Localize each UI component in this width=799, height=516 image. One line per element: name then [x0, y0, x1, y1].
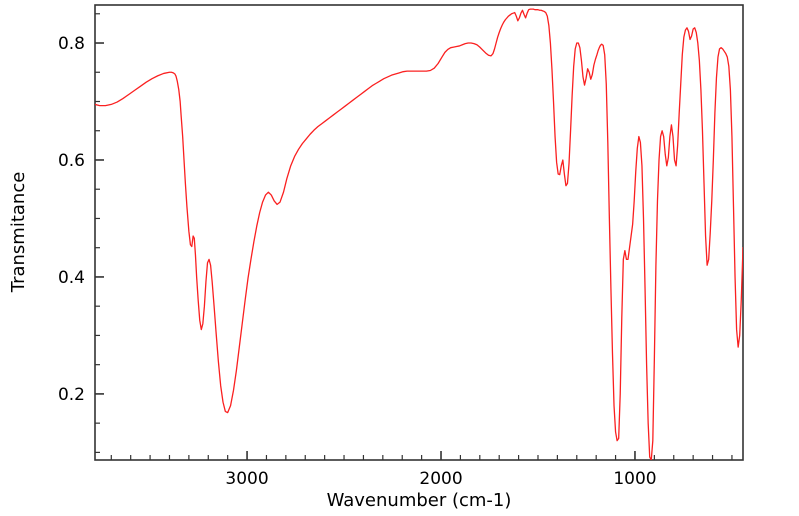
plot-frame	[94, 4, 744, 461]
x-axis-ticks	[110, 451, 733, 460]
x-tick-label: 3000	[225, 469, 268, 489]
y-tick-label: 0.2	[58, 385, 85, 405]
spectrum-line	[95, 8, 743, 460]
x-tick-label: 2000	[419, 469, 462, 489]
y-axis-tick-labels: 0.2 0.4 0.6 0.8	[58, 34, 85, 405]
y-tick-label: 0.4	[58, 268, 85, 288]
data-series-group	[95, 8, 743, 460]
x-axis-tick-labels: 3000 2000 1000	[225, 469, 656, 489]
y-tick-label: 0.8	[58, 34, 85, 54]
y-axis-ticks	[95, 13, 104, 453]
y-tick-label: 0.6	[58, 151, 85, 171]
x-tick-label: 1000	[613, 469, 656, 489]
x-axis-title: Wavenumber (cm-1)	[327, 490, 512, 511]
y-axis-title: Transmitance	[8, 172, 29, 294]
